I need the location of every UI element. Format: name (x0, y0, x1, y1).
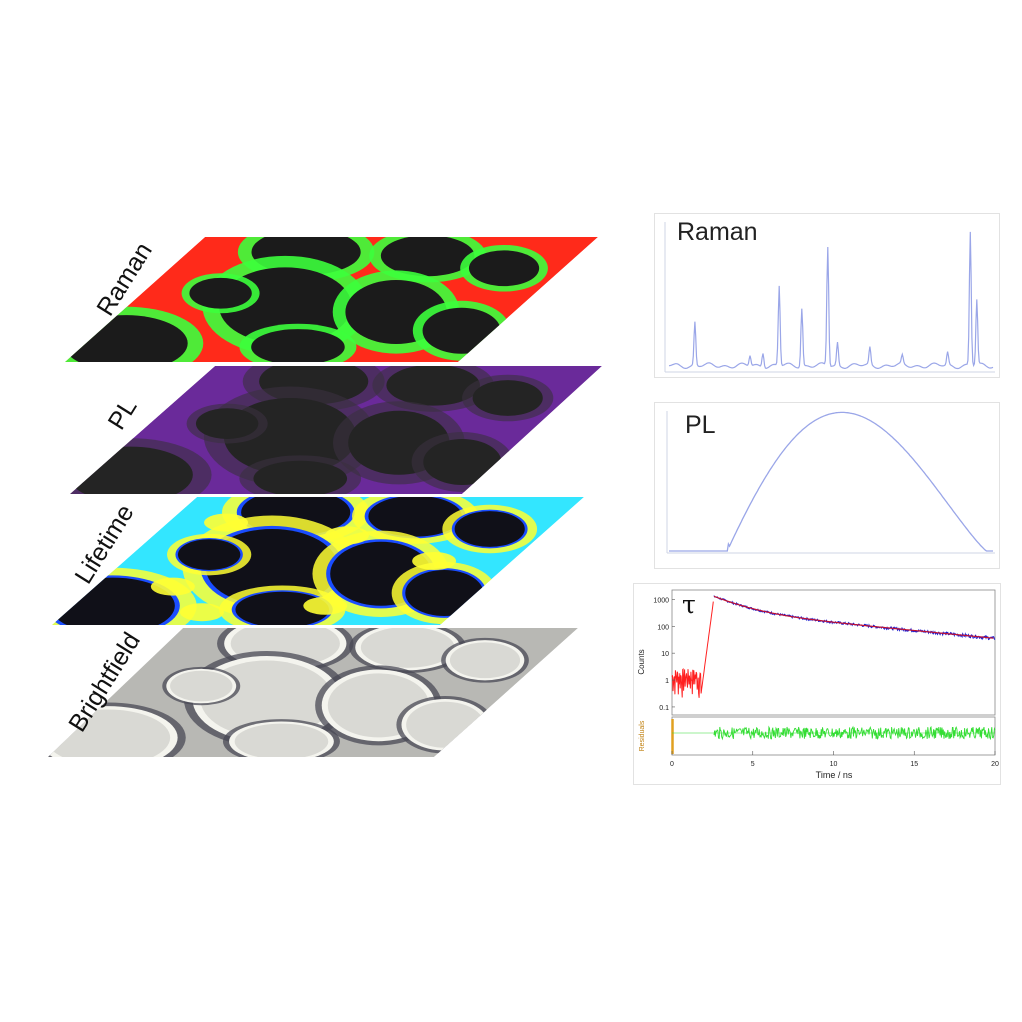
map-blob (195, 408, 259, 439)
pl-spectrum-panel: PL (654, 402, 1000, 569)
pl-panel-title: PL (685, 411, 716, 439)
map-blob (449, 642, 521, 679)
lifetime-xtick-label: 15 (910, 761, 918, 768)
map-patch (150, 577, 195, 596)
map-blob (386, 366, 480, 406)
map-blob (170, 670, 233, 702)
map-blob (235, 591, 330, 625)
map-patch (303, 596, 348, 615)
lifetime-ytick-label: 0.1 (659, 705, 669, 712)
map-patch (325, 526, 369, 545)
map-blob (251, 329, 345, 362)
map-patch (179, 603, 224, 622)
map-patch (412, 552, 457, 570)
lifetime-decay-trace (713, 595, 996, 641)
map-blob (406, 701, 485, 748)
map-blob (380, 237, 475, 277)
lifetime-xtick-label: 10 (830, 761, 838, 768)
lifetime-xtick-label: 0 (670, 761, 674, 768)
map-blob (423, 438, 502, 486)
lifetime-ylabel: Counts (637, 649, 646, 674)
map-patch (204, 513, 249, 532)
map-blob (468, 250, 540, 287)
lifetime-xtick-label: 5 (751, 761, 755, 768)
pl-map (70, 366, 602, 494)
map-blob (253, 460, 348, 494)
raman-map (65, 237, 598, 362)
map-blob (422, 307, 501, 354)
pl-spectrum-line (669, 411, 993, 552)
raman-spectrum-line (668, 231, 994, 370)
lifetime-panel-title: τ (682, 590, 696, 619)
raman-spectrum-panel: Raman (654, 213, 1000, 378)
map-blob (472, 380, 543, 416)
lifetime-xlabel: Time / ns (816, 770, 853, 780)
map-blob (454, 511, 525, 547)
lifetime-residuals-label: Residuals (639, 720, 646, 751)
lifetime-ytick-label: 1 (665, 678, 669, 685)
lifetime-ytick-label: 10 (661, 651, 669, 658)
lifetime-rise-trace (671, 601, 714, 698)
lifetime-fit-line (713, 595, 994, 639)
lifetime-residuals-trace (713, 725, 996, 741)
map-blob (234, 723, 329, 757)
lifetime-ytick-label: 1000 (653, 597, 669, 604)
lifetime-ytick-label: 100 (657, 624, 669, 631)
lifetime-decay-panel: 1000 100 10 1 0.1 0 5 10 15 20 Counts Residuals T… (633, 583, 1001, 785)
raman-panel-title: Raman (677, 218, 758, 246)
map-blob (360, 628, 455, 668)
map-blob (368, 497, 462, 537)
lifetime-map (52, 497, 584, 625)
map-blob (405, 569, 484, 617)
map-blob (177, 539, 241, 570)
lifetime-xtick-label: 20 (991, 761, 999, 768)
map-blob (65, 315, 188, 362)
map-blob (189, 277, 252, 309)
